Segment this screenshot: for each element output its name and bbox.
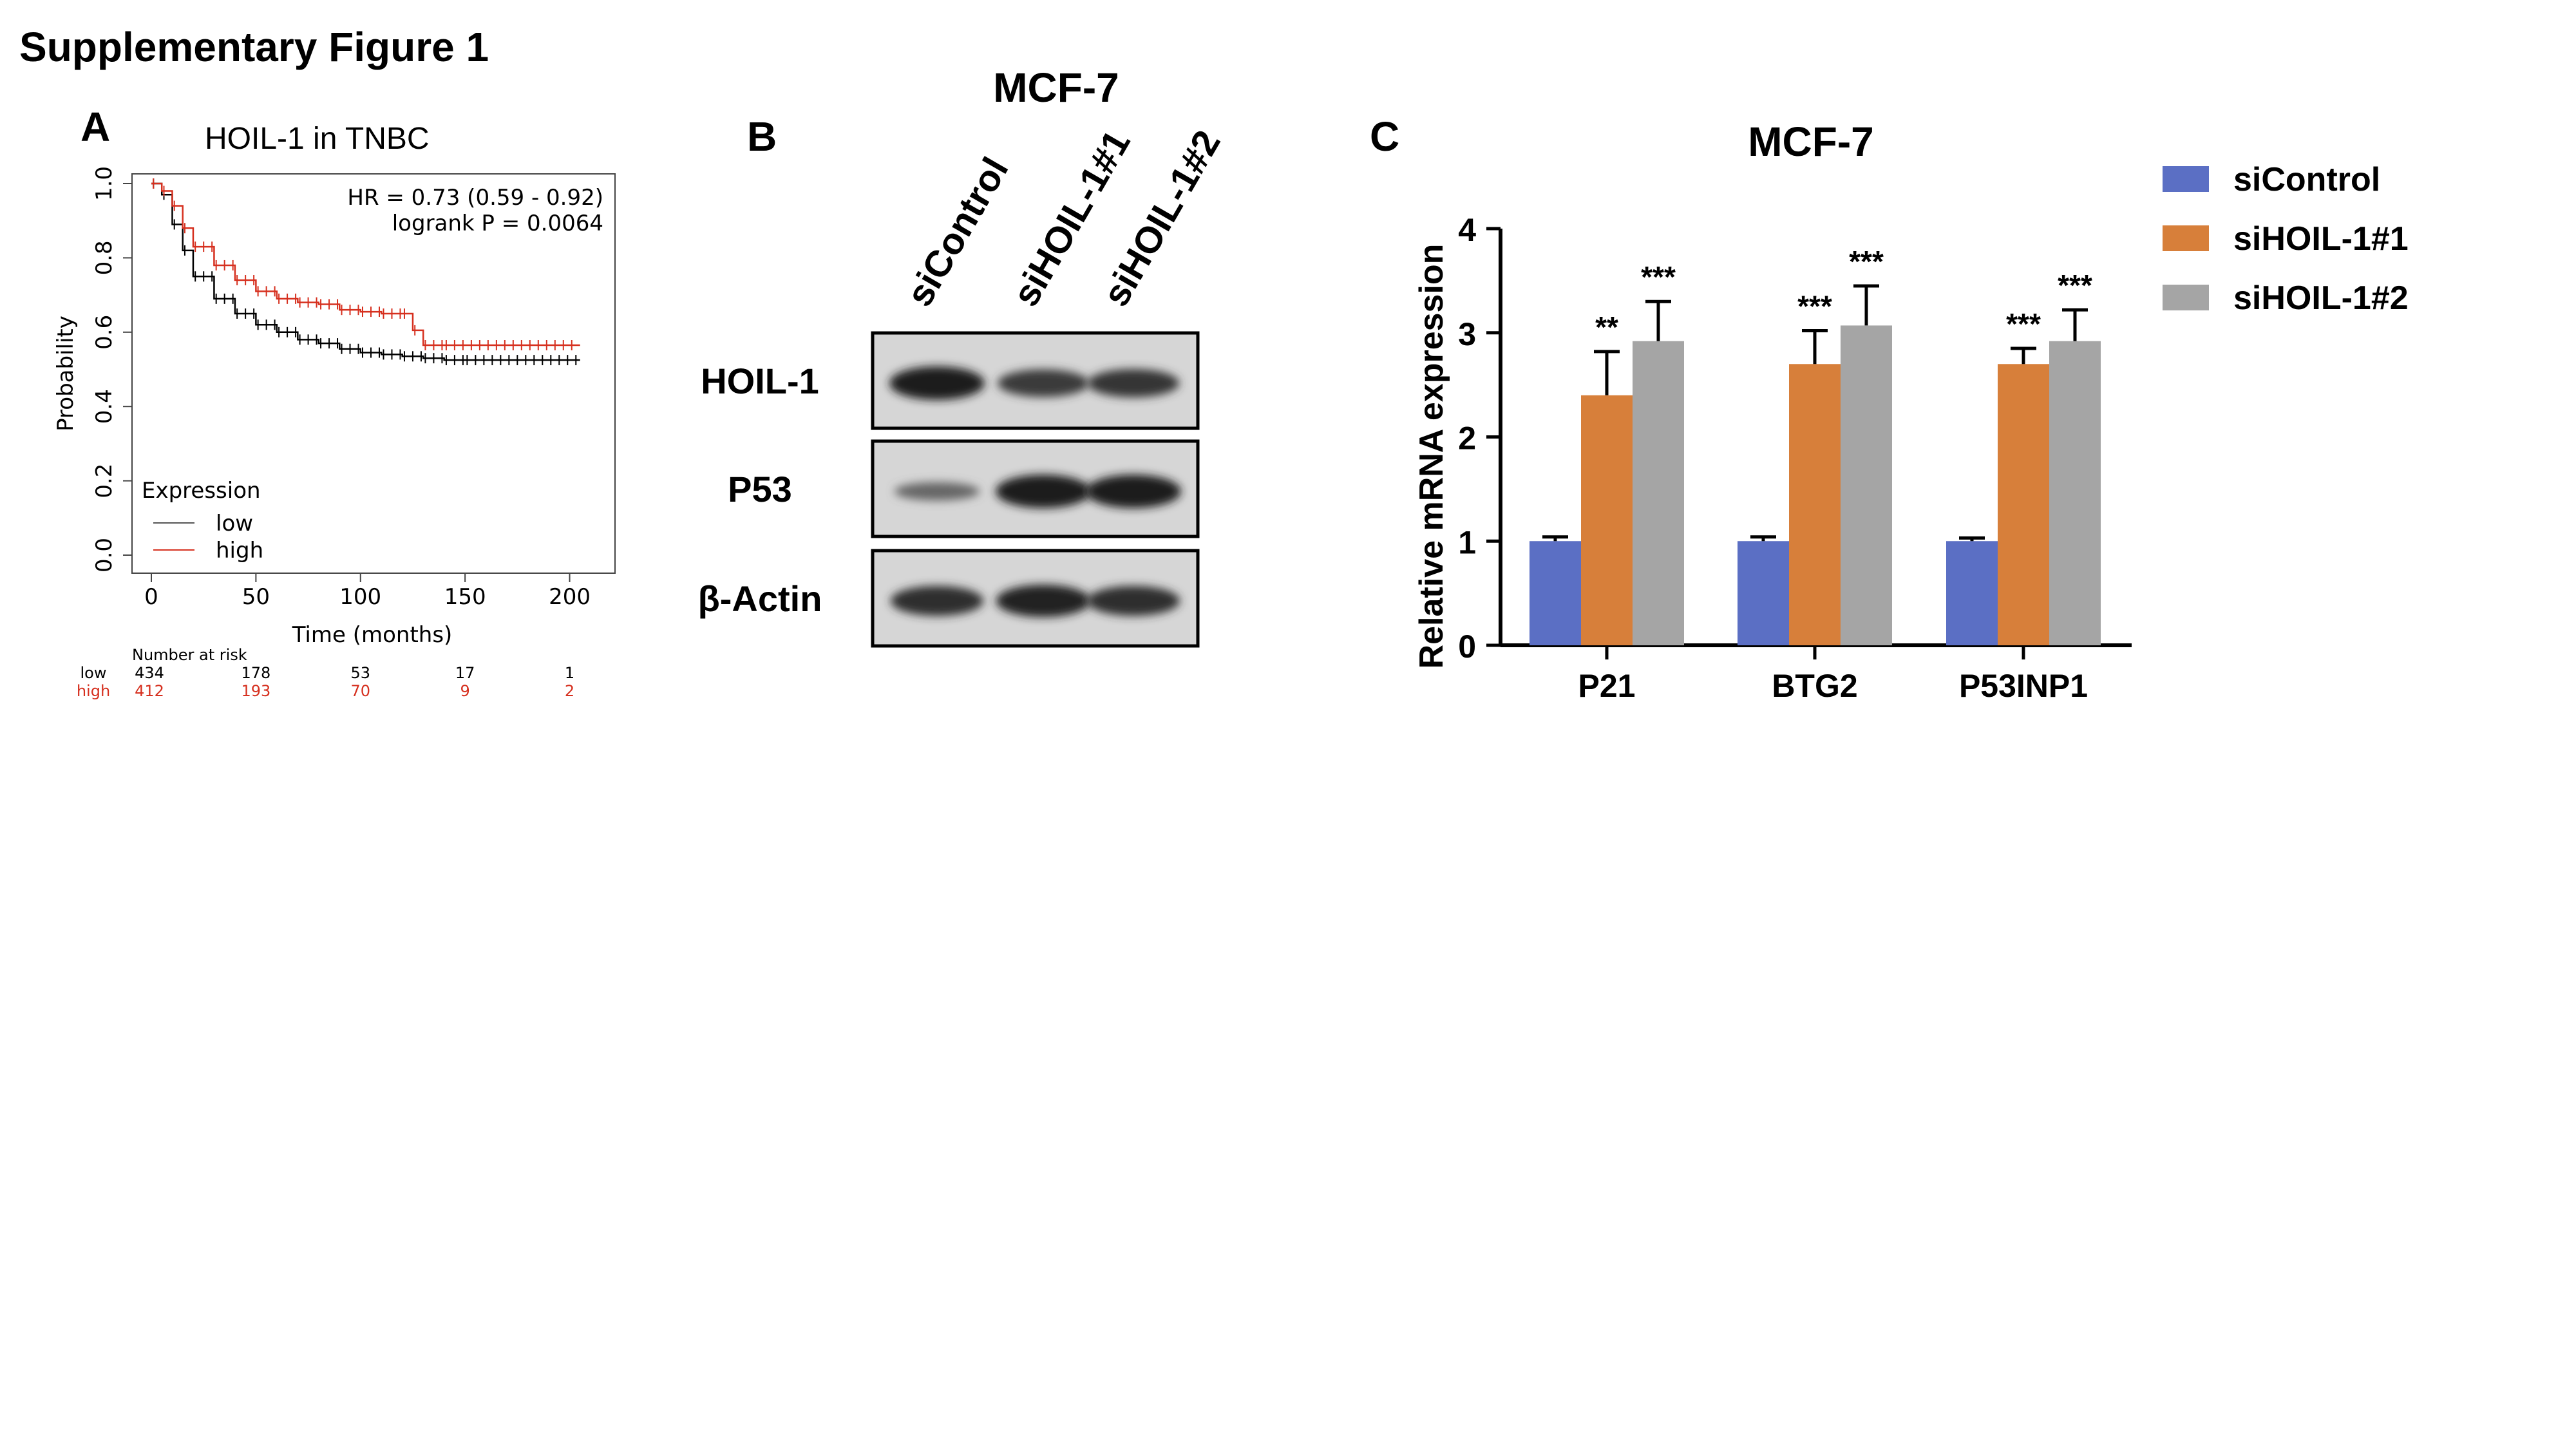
bar-ylabel: Relative mRNA expression <box>1413 244 1450 669</box>
bar-ytick-label: 3 <box>1458 316 1476 352</box>
significance-marker: *** <box>1641 260 1676 294</box>
legend-label-siControl: siControl <box>2233 161 2380 198</box>
km-xtick-label: 0 <box>144 584 158 610</box>
bar-siHOIL-1#1-BTG2 <box>1789 364 1841 645</box>
km-xtick-label: 200 <box>549 584 591 610</box>
blot-band-0-1 <box>998 369 1089 397</box>
blot-band-2-0 <box>890 585 984 616</box>
risk-count: 193 <box>241 682 270 700</box>
blot-band-2-1 <box>996 584 1091 618</box>
bar-siControl-P53INP1 <box>1946 541 1998 645</box>
bar-xtick-label: P21 <box>1578 668 1636 704</box>
bar-siControl-P21 <box>1530 541 1581 645</box>
bar-siHOIL-1#2-BTG2 <box>1841 325 1892 645</box>
bar-siHOIL-1#1-P21 <box>1581 395 1633 645</box>
risk-count: 412 <box>135 682 164 700</box>
significance-marker: ** <box>1595 310 1618 344</box>
blot-band-1-1 <box>996 475 1091 508</box>
blot-band-0-0 <box>889 366 985 400</box>
bar-ytick-label: 4 <box>1458 212 1476 248</box>
bar-siHOIL-1#1-P53INP1 <box>1998 364 2049 645</box>
risk-count: 70 <box>350 682 370 700</box>
blot-label-2: β-Actin <box>698 578 822 619</box>
km-curve-low <box>151 182 580 361</box>
blot-band-1-2 <box>1086 475 1181 508</box>
significance-marker: *** <box>1797 290 1832 323</box>
bar-ytick-label: 0 <box>1458 629 1476 665</box>
km-ytick-label: 0.8 <box>91 240 117 275</box>
km-ytick-label: 0.0 <box>91 538 117 573</box>
bar-xtick-label: BTG2 <box>1772 668 1857 704</box>
blot-band-1-0 <box>894 482 980 501</box>
km-xtick-label: 100 <box>339 584 381 610</box>
significance-marker: *** <box>2058 269 2092 302</box>
logrank-annotation: logrank P = 0.0064 <box>392 211 603 236</box>
legend-label-siHOIL-1#1: siHOIL-1#1 <box>2233 220 2409 258</box>
blot-band-0-2 <box>1087 368 1180 398</box>
km-ytick-label: 1.0 <box>91 166 117 201</box>
legend-swatch-siHOIL-1#1 <box>2163 225 2209 251</box>
significance-marker: *** <box>1849 245 1884 278</box>
significance-marker: *** <box>2006 307 2041 341</box>
bar-ytick-label: 2 <box>1458 421 1476 457</box>
panel-letter-c: C <box>1370 113 1400 160</box>
risk-row-label-high: high <box>77 682 110 700</box>
risk-table-title: Number at risk <box>132 646 247 664</box>
km-plot-title: HOIL-1 in TNBC <box>205 122 430 156</box>
legend-label-siHOIL-1#2: siHOIL-1#2 <box>2233 279 2409 317</box>
risk-count: 1 <box>565 664 574 682</box>
blot-label-1: P53 <box>728 469 792 509</box>
km-xtick-label: 50 <box>242 584 270 610</box>
blot-title: MCF-7 <box>993 64 1119 111</box>
risk-count: 434 <box>135 664 164 682</box>
risk-count: 178 <box>241 664 270 682</box>
panel-letter-b: B <box>747 113 777 160</box>
hr-annotation: HR = 0.73 (0.59 - 0.92) <box>347 185 603 211</box>
risk-count: 17 <box>455 664 475 682</box>
bar-ytick-label: 1 <box>1458 524 1476 560</box>
risk-count: 2 <box>565 682 574 700</box>
km-legend-label-low: low <box>216 511 253 536</box>
km-xlabel: Time (months) <box>292 622 453 648</box>
km-ytick-label: 0.2 <box>91 464 117 498</box>
legend-swatch-siHOIL-1#2 <box>2163 285 2209 310</box>
panel-letter-a: A <box>80 104 111 150</box>
km-legend-label-high: high <box>216 538 263 564</box>
km-ytick-label: 0.6 <box>91 315 117 350</box>
legend-swatch-siControl <box>2163 166 2209 192</box>
km-ytick-label: 0.4 <box>91 389 117 424</box>
km-xtick-label: 150 <box>444 584 486 610</box>
km-ylabel: Probability <box>53 316 79 431</box>
blot-band-2-2 <box>1086 585 1180 616</box>
km-plot: HR = 0.73 (0.59 - 0.92) logrank P = 0.00… <box>53 166 616 700</box>
risk-count: 9 <box>460 682 470 700</box>
risk-count: 53 <box>350 664 370 682</box>
risk-row-label-low: low <box>80 664 107 682</box>
bar-xtick-label: P53INP1 <box>1959 668 2088 704</box>
bar-siControl-BTG2 <box>1738 541 1789 645</box>
bar-siHOIL-1#2-P53INP1 <box>2049 341 2101 645</box>
western-blot: MCF-7 siControlsiHOIL-1#1siHOIL-1#2HOIL-… <box>698 64 1229 648</box>
figure-title: Supplementary Figure 1 <box>19 24 489 70</box>
km-legend-title: Expression <box>142 478 261 504</box>
blot-label-0: HOIL-1 <box>701 361 819 401</box>
bar-siHOIL-1#2-P21 <box>1633 341 1684 645</box>
bar-chart-title: MCF-7 <box>1748 118 1874 165</box>
km-plot-frame <box>131 173 616 574</box>
